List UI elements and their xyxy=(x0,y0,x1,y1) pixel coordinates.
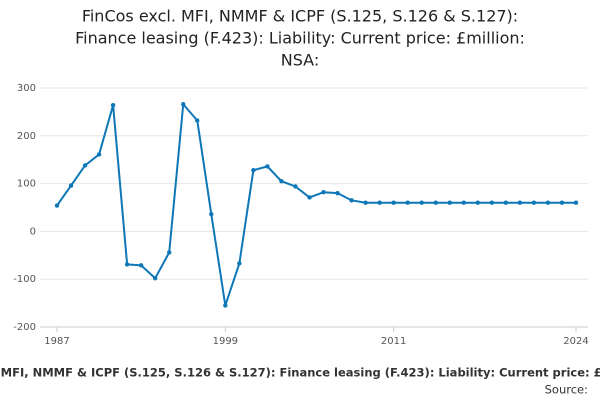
data-point xyxy=(447,200,452,205)
data-point xyxy=(419,200,424,205)
x-tick-label: 1999 xyxy=(213,336,238,347)
data-point xyxy=(363,200,368,205)
data-point xyxy=(265,164,270,169)
data-point xyxy=(279,179,284,184)
x-axis-label: FinCos excl. MFI, NMMF & ICPF (S.125, S.… xyxy=(0,366,600,380)
data-point xyxy=(223,303,228,308)
data-point xyxy=(82,163,88,168)
data-point xyxy=(503,200,509,205)
data-point xyxy=(489,200,495,205)
data-point xyxy=(167,250,172,255)
y-tick-label: -200 xyxy=(13,322,36,333)
x-tick-label: 2011 xyxy=(381,336,406,347)
data-point xyxy=(517,200,523,205)
y-tick-label: 300 xyxy=(17,83,36,94)
source: Source: xyxy=(545,383,588,397)
data-point xyxy=(138,263,144,268)
chart-title: FinCos excl. MFI, NMMF & ICPF (S.125, S.… xyxy=(82,7,518,26)
data-point xyxy=(124,262,130,267)
data-point xyxy=(54,203,60,208)
data-point xyxy=(405,200,410,205)
data-point xyxy=(335,190,340,196)
data-point xyxy=(152,276,158,281)
data-point xyxy=(391,200,396,205)
data-point xyxy=(251,168,256,173)
data-point xyxy=(68,183,74,188)
data-point xyxy=(321,190,326,195)
data-point xyxy=(475,200,481,205)
data-point xyxy=(573,200,579,205)
y-tick-label: 200 xyxy=(17,131,36,142)
y-tick-label: -100 xyxy=(13,274,36,285)
data-point xyxy=(293,184,298,189)
x-tick-label: 2024 xyxy=(563,336,588,347)
data-point xyxy=(110,103,116,108)
x-tick-label: 1987 xyxy=(44,336,69,347)
data-point xyxy=(377,200,382,205)
data-point xyxy=(307,195,312,200)
data-line xyxy=(56,101,576,306)
data-point xyxy=(349,198,354,203)
y-tick-label: 100 xyxy=(17,179,36,190)
data-point xyxy=(433,200,438,205)
y-tick-label: 0 xyxy=(30,226,36,237)
data-point xyxy=(531,200,537,205)
data-point xyxy=(96,152,102,157)
data-point xyxy=(181,102,186,107)
chart-title: Finance leasing (F.423): Liability: Curr… xyxy=(75,29,525,48)
data-point xyxy=(209,211,214,217)
data-point xyxy=(461,200,466,205)
data-point xyxy=(545,200,551,205)
chart-title: NSA: xyxy=(281,51,319,70)
data-point xyxy=(559,200,565,205)
data-point xyxy=(195,118,200,123)
data-point xyxy=(237,261,242,266)
